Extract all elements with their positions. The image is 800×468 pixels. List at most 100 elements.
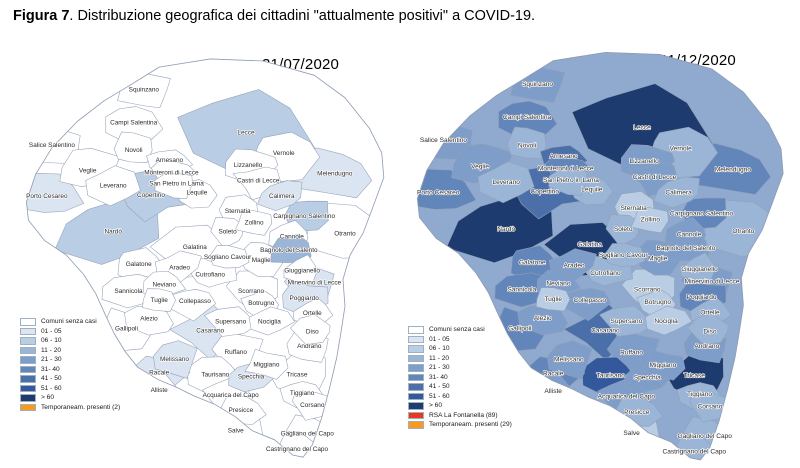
legend-row: > 60 — [20, 394, 120, 402]
municipality-label: Melendugno — [317, 170, 353, 177]
legend-swatch — [408, 335, 424, 343]
municipality-label: Alliste — [151, 387, 169, 394]
legend-december: Comuni senza casi 01 - 05 06 - 10 11 - 20 21… — [408, 326, 512, 431]
municipality-label: Cannole — [677, 231, 702, 238]
municipality-label: Castri di Lecce — [237, 178, 280, 185]
municipality-label: Casarano — [196, 328, 224, 335]
municipality-shape — [477, 161, 535, 204]
municipality-label: Acquarica del Capo — [598, 393, 656, 400]
municipality-label: Tiggiano — [687, 391, 712, 398]
legend-row: 06 - 10 — [20, 337, 120, 345]
legend-swatch — [20, 375, 36, 383]
municipality-label: Nardò — [104, 229, 122, 236]
municipality-label: Collepasso — [574, 297, 607, 304]
legend-row: RSA La Fontanella (89) — [408, 411, 512, 419]
choropleth-map-july: Squinzano Campi Salentina Salice Salentino… — [25, 58, 385, 458]
legend-row: Temporaneam. presenti (29) — [408, 421, 512, 429]
municipality-label: Aradeo — [563, 263, 585, 270]
municipality-shape — [235, 209, 273, 236]
legend-row: 01 - 05 — [20, 327, 120, 335]
municipality-label: Castrignano del Capo — [662, 449, 726, 456]
municipality-label: Calimera — [665, 189, 692, 196]
legend-label: Temporaneam. presenti (29) — [429, 421, 512, 429]
municipality-label: Botrugno — [248, 300, 274, 307]
municipality-label: Carpignano Salentino — [273, 213, 335, 220]
legend-swatch — [408, 373, 424, 381]
municipality-label: Vernole — [273, 150, 295, 157]
municipality-label: Alezio — [140, 315, 158, 322]
municipality-shape — [548, 169, 588, 196]
municipality-shape — [244, 348, 289, 380]
municipality-label: Tuglie — [151, 297, 169, 304]
municipality-label: Salice Salentino — [29, 142, 75, 149]
municipality-label: Aradeo — [169, 264, 190, 271]
municipality-label: Nociglia — [258, 318, 281, 325]
municipality-shape — [599, 305, 653, 337]
municipality-shape — [283, 254, 317, 284]
legend-swatch — [408, 364, 424, 372]
municipality-label: Arnesano — [156, 157, 184, 164]
municipality-label: Taurisano — [596, 372, 625, 379]
legend-label: 31- 40 — [429, 373, 448, 381]
legend-label: 11 - 20 — [429, 354, 450, 362]
municipality-shape — [506, 126, 547, 159]
legend-label: 41 - 50 — [429, 383, 450, 391]
legend-swatch — [20, 384, 36, 392]
municipality-label: San Pietro in Lama — [149, 181, 204, 188]
municipality-shape — [644, 305, 693, 336]
legend-row: > 60 — [408, 402, 512, 410]
municipality-shape — [101, 274, 154, 309]
legend-swatch — [20, 346, 36, 354]
municipality-label: Bagnolo del Salento — [260, 247, 318, 254]
legend-label: Temporaneam. presenti (2) — [41, 403, 121, 411]
figure-title: Figura 7. Distribuzione geografica dei c… — [13, 8, 535, 24]
municipality-label: Nociglia — [654, 318, 678, 325]
legend-swatch — [408, 383, 424, 391]
municipality-label: Sannicola — [114, 288, 143, 295]
municipality-label: Neviano — [546, 280, 570, 287]
legend-row: 41 - 50 — [408, 383, 512, 391]
municipality-label: Castrignano del Capo — [266, 446, 329, 453]
municipality-label: Sannicola — [507, 287, 536, 294]
municipality-label: Veglie — [79, 167, 97, 174]
municipality-label: Tiggiano — [290, 390, 315, 397]
municipality-label: Miggiano — [253, 361, 279, 368]
municipality-shape — [605, 243, 646, 267]
municipality-shape — [204, 306, 256, 337]
legend-row: 51 - 60 — [408, 392, 512, 400]
municipality-label: Casarano — [591, 327, 620, 334]
legend-label: 41 - 50 — [41, 375, 62, 383]
municipality-label: Otranto — [732, 228, 754, 235]
municipality-label: Salice Salentino — [420, 137, 468, 144]
municipality-label: San Pietro in Lama — [543, 177, 599, 184]
municipality-label: Lequile — [581, 186, 603, 193]
legend-label: 06 - 10 — [41, 337, 62, 345]
municipality-label: Veglie — [471, 163, 489, 170]
legend-swatch — [20, 394, 36, 402]
municipality-label: Arnesano — [550, 153, 579, 160]
municipality-label: Campi Salentina — [110, 119, 158, 126]
legend-swatch — [408, 345, 424, 353]
legend-swatch — [408, 354, 424, 362]
municipality-label: Lequile — [187, 190, 208, 197]
legend-row: 51 - 60 — [20, 384, 120, 392]
municipality-label: Squinzano — [522, 81, 553, 88]
municipality-label: Maglie — [648, 255, 668, 262]
municipality-label: Alliste — [544, 388, 562, 395]
legend-swatch — [408, 421, 424, 429]
municipality-label: Salve — [228, 428, 244, 435]
municipality-label: Galatina — [578, 242, 603, 249]
legend-row: 01 - 05 — [408, 335, 512, 343]
legend-label: 51 - 60 — [429, 392, 450, 400]
legend-row: 21 - 30 — [408, 364, 512, 372]
municipality-label: Salve — [623, 430, 640, 437]
municipality-label: Zollino — [641, 217, 661, 224]
legend-label: 31- 40 — [41, 365, 60, 373]
municipality-shape — [640, 349, 686, 381]
municipality-label: Lizzanello — [234, 162, 263, 169]
legend-label: 21 - 30 — [429, 364, 450, 372]
municipality-label: Lecce — [633, 125, 651, 132]
municipality-label: Maglie — [252, 257, 271, 264]
municipality-label: Nardò — [497, 226, 515, 233]
